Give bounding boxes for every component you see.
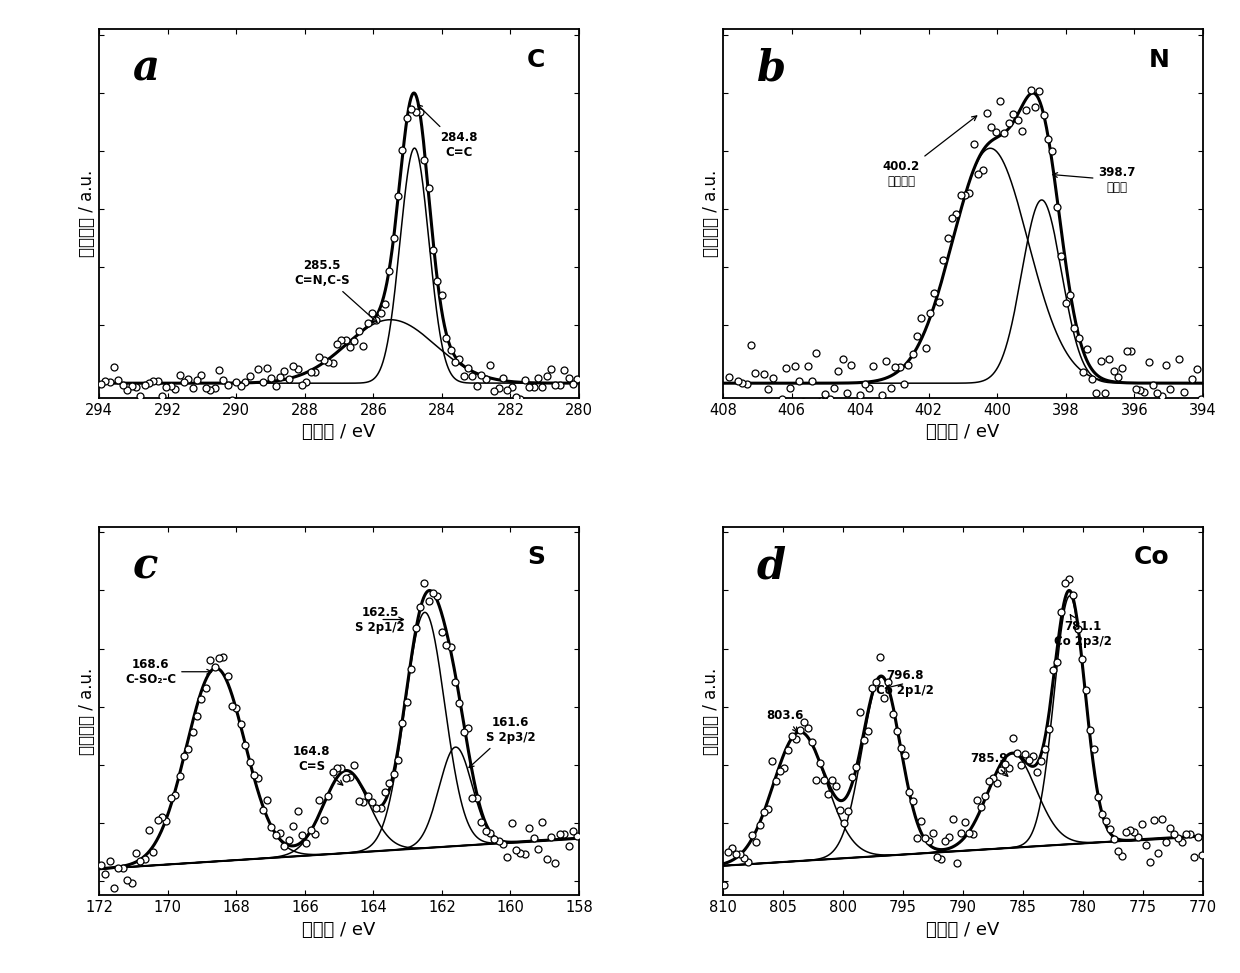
Text: 398.7
吵啊氮: 398.7 吵啊氮 [1053, 166, 1136, 194]
Y-axis label: 相对强度 / a.u.: 相对强度 / a.u. [702, 667, 720, 754]
Y-axis label: 相对强度 / a.u.: 相对强度 / a.u. [78, 667, 97, 754]
Text: S: S [527, 545, 546, 569]
Text: 164.8
C=S: 164.8 C=S [293, 744, 342, 785]
Text: 803.6: 803.6 [766, 708, 804, 732]
Y-axis label: 相对强度 / a.u.: 相对强度 / a.u. [78, 170, 97, 257]
Text: C: C [527, 48, 546, 72]
X-axis label: 结合能 / eV: 结合能 / eV [303, 423, 376, 441]
Text: b: b [756, 48, 786, 90]
Text: 168.6
C-SO₂-C: 168.6 C-SO₂-C [125, 658, 212, 686]
X-axis label: 结合能 / eV: 结合能 / eV [926, 423, 999, 441]
Text: Co: Co [1133, 545, 1169, 569]
X-axis label: 结合能 / eV: 结合能 / eV [303, 920, 376, 939]
Text: N: N [1148, 48, 1169, 72]
Text: 161.6
S 2p3/2: 161.6 S 2p3/2 [469, 716, 536, 768]
Text: 285.5
C=N,C-S: 285.5 C=N,C-S [294, 259, 377, 322]
Text: c: c [133, 545, 159, 587]
Y-axis label: 相对强度 / a.u.: 相对强度 / a.u. [702, 170, 720, 257]
Text: 796.8
Co 2p1/2: 796.8 Co 2p1/2 [877, 669, 934, 698]
Text: a: a [133, 48, 160, 90]
X-axis label: 结合能 / eV: 结合能 / eV [926, 920, 999, 939]
Text: 162.5
S 2p1/2: 162.5 S 2p1/2 [356, 605, 405, 633]
Text: d: d [756, 545, 786, 587]
Text: 400.2
吵和型氮: 400.2 吵和型氮 [883, 116, 977, 188]
Text: 781.1
Co 2p3/2: 781.1 Co 2p3/2 [1054, 615, 1112, 648]
Text: 785.9: 785.9 [971, 752, 1008, 776]
Text: 284.8
C=C: 284.8 C=C [418, 105, 477, 160]
